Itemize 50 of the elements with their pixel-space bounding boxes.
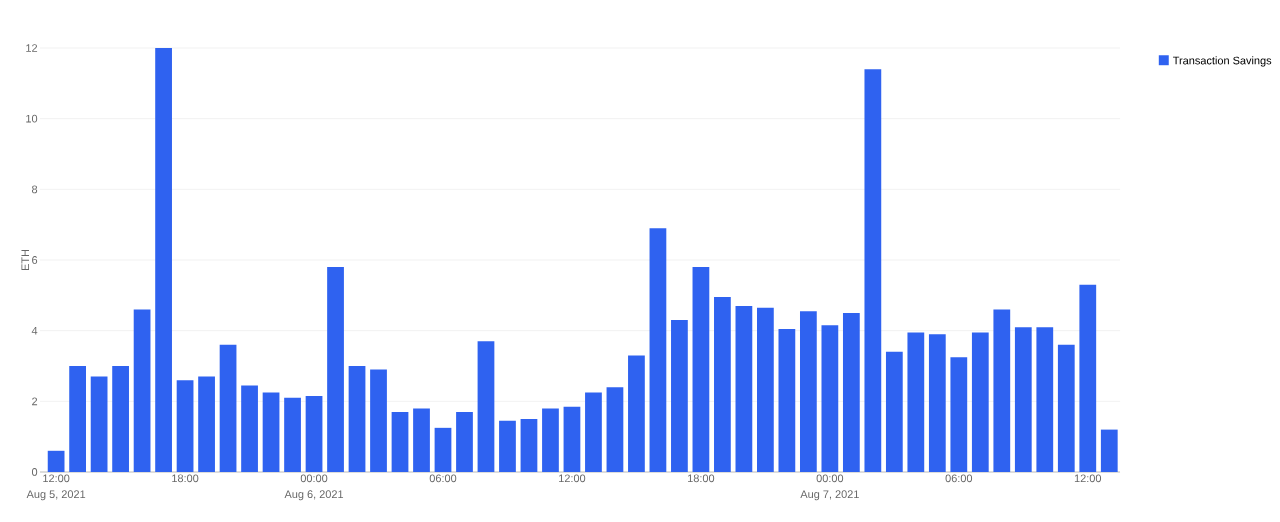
bar xyxy=(456,411,473,472)
bar xyxy=(155,48,172,472)
bar xyxy=(714,297,731,472)
bar xyxy=(219,344,237,472)
bar xyxy=(928,334,946,472)
bar xyxy=(778,328,796,472)
bar xyxy=(1079,284,1097,472)
bar xyxy=(563,406,581,472)
bar xyxy=(499,420,516,472)
bar xyxy=(628,355,645,472)
bar xyxy=(585,392,602,472)
bar xyxy=(971,332,989,472)
bar xyxy=(950,357,968,472)
bar xyxy=(885,351,903,472)
bar xyxy=(606,387,624,472)
bar xyxy=(993,309,1011,472)
bar xyxy=(671,320,688,472)
bar xyxy=(47,450,65,472)
bar xyxy=(327,267,344,472)
bar xyxy=(112,366,129,472)
bar xyxy=(735,305,753,472)
bar xyxy=(305,396,323,472)
bar xyxy=(520,419,538,472)
bar xyxy=(821,325,839,472)
bar xyxy=(542,408,559,472)
bar xyxy=(262,392,280,472)
bar xyxy=(907,332,925,472)
bar xyxy=(1036,327,1054,472)
bar xyxy=(69,366,86,472)
bar xyxy=(692,267,710,472)
bar xyxy=(391,411,409,472)
bar xyxy=(241,385,258,472)
bar xyxy=(799,311,817,472)
bar xyxy=(176,380,194,472)
bar xyxy=(434,427,452,472)
bar xyxy=(348,366,366,472)
bar xyxy=(842,313,860,472)
bar xyxy=(757,307,774,472)
bar xyxy=(413,408,430,472)
bar xyxy=(133,309,151,472)
bar xyxy=(649,228,667,472)
bar xyxy=(90,376,108,472)
bar xyxy=(864,69,882,472)
bar xyxy=(198,376,215,472)
bar xyxy=(1014,327,1032,472)
bar xyxy=(1100,429,1118,472)
bar xyxy=(1057,344,1075,472)
bar xyxy=(477,341,495,472)
bar xyxy=(370,369,387,472)
bar xyxy=(284,397,301,472)
